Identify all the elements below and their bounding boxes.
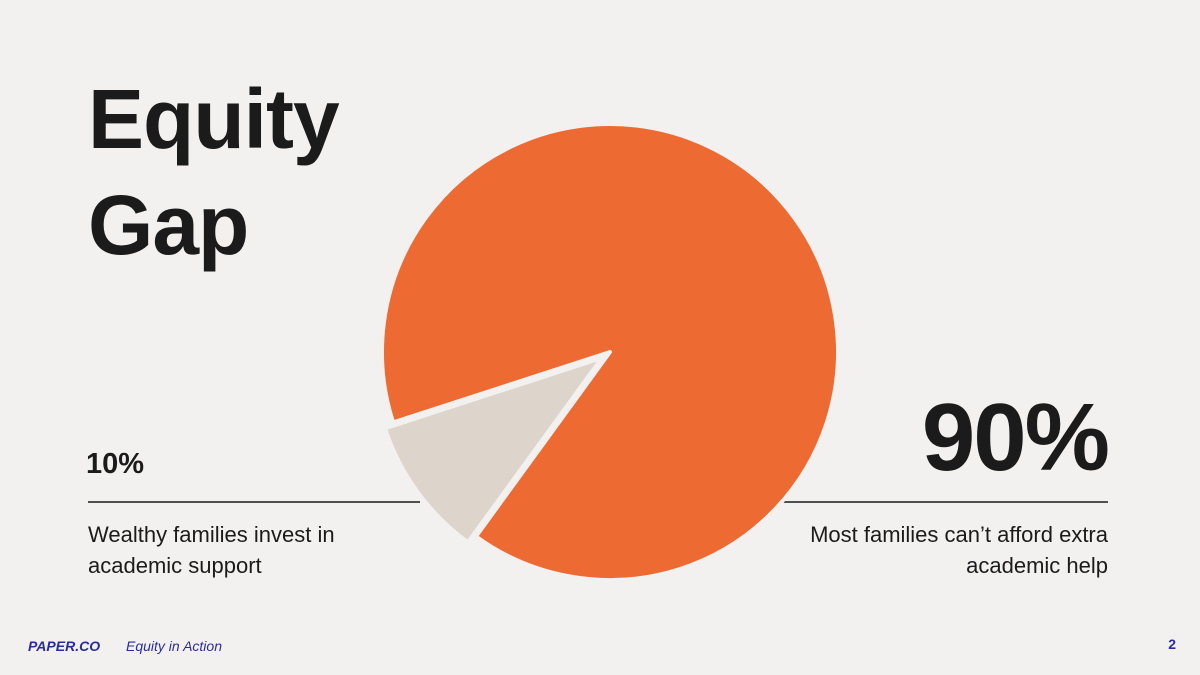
category-label: Wealthy families invest in academic supp… <box>88 522 335 578</box>
pie-slice <box>383 355 604 545</box>
pie <box>380 122 840 582</box>
value-label: 90% <box>921 384 1110 491</box>
chart-title: Equity Gap <box>88 72 340 272</box>
tagline: Equity in Action <box>126 638 222 654</box>
brand: PAPER.CO <box>28 638 101 654</box>
category-label: Most families can’t afford extra academi… <box>810 522 1108 578</box>
value-label: 10% <box>86 448 145 480</box>
pie-slice <box>380 122 840 582</box>
page-number: 2 <box>1168 636 1176 652</box>
